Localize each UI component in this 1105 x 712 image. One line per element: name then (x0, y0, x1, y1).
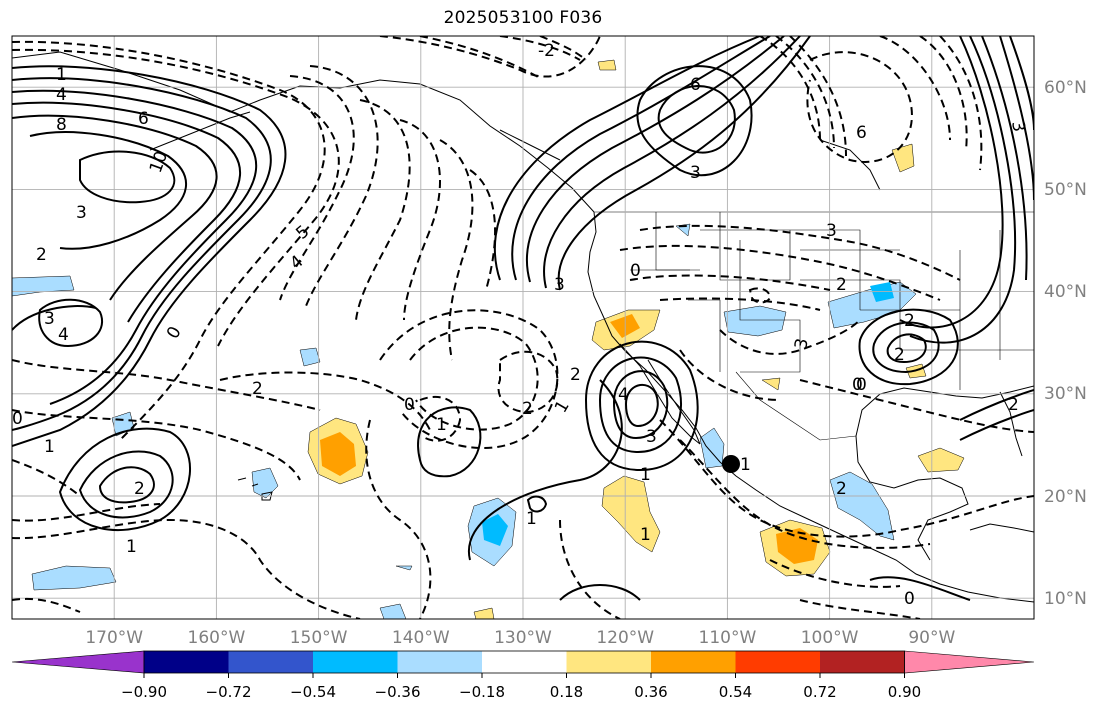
contour-label: 2 (894, 345, 905, 365)
contour-label: 3 (1007, 119, 1029, 133)
negative-anomaly-shading (12, 223, 917, 619)
lat-tick-label: 60°N (1044, 78, 1087, 98)
colorbar-segment (228, 651, 313, 673)
lon-tick-label: 160°W (188, 628, 246, 648)
contour-label: 3 (44, 309, 55, 329)
contour-label: 0 (404, 395, 415, 415)
colorbar-segment (313, 651, 398, 673)
colorbar-tick-label: 0.36 (634, 683, 667, 701)
contour-label: 2 (134, 479, 145, 499)
colorbar-over-arrow (904, 650, 1035, 674)
colorbar: −0.90 −0.72 −0.54 −0.36 −0.18 0.18 0.36 … (11, 650, 1035, 701)
contour-label: 1 (436, 415, 447, 435)
lat-tick-label: 50°N (1044, 180, 1087, 200)
lon-tick-label: 110°W (699, 628, 757, 648)
colorbar-outline (143, 650, 905, 674)
lat-tick-label: 10°N (1044, 589, 1087, 609)
contour-label: 1 (740, 455, 751, 475)
lat-tick-label: 20°N (1044, 487, 1087, 507)
colorbar-segment (735, 651, 820, 673)
colorbar-segment (397, 651, 482, 673)
contour-label: 8 (56, 115, 67, 135)
location-marker (722, 455, 740, 473)
lon-tick-label: 130°W (494, 628, 552, 648)
positive-contours (12, 36, 1034, 601)
contour-label: 2 (36, 245, 47, 265)
negative-contours (12, 36, 1034, 619)
contour-label: 0 (12, 409, 23, 429)
contour-label: 2 (836, 275, 847, 295)
map-title: 2025053100 F036 (443, 8, 603, 28)
contour-label: 4 (56, 85, 67, 105)
colorbar-tick-label: −0.36 (375, 683, 421, 701)
contour-label: 6 (690, 75, 701, 95)
contour-label: 1 (126, 537, 137, 557)
colorbar-segment (820, 651, 905, 673)
colorbar-tick-label: −0.54 (290, 683, 336, 701)
lon-tick-label: 100°W (801, 628, 859, 648)
longitude-labels: 170°W 160°W 150°W 140°W 130°W 120°W 110°… (85, 628, 955, 648)
contour-label: 2 (252, 379, 263, 399)
colorbar-tick-label: 0.54 (719, 683, 752, 701)
colorbar-segment (651, 651, 736, 673)
contour-label: 1 (526, 509, 537, 529)
solid-contour-labels: 1 4 8 6 1 0 3 2 3 4 6 3 3 4 3 2 1 6 3 2 1… (36, 65, 1029, 545)
contour-label: 1 (44, 437, 55, 457)
colorbar-tick-label: 0.90 (888, 683, 921, 701)
lon-tick-label: 150°W (290, 628, 348, 648)
contour-label: 1 (640, 525, 651, 545)
latitude-labels: 60°N 50°N 40°N 30°N 20°N 10°N (1044, 78, 1087, 609)
contour-label: 2 (904, 311, 915, 331)
contour-label: -2 (538, 41, 555, 61)
colorbar-segment (566, 651, 651, 673)
colorbar-segment (482, 651, 567, 673)
contour-label: 3 (791, 337, 813, 351)
colorbar-tick-label: 0.72 (803, 683, 836, 701)
lat-tick-label: 40°N (1044, 282, 1087, 302)
contour-label: 3 (76, 203, 87, 223)
contour-label: 0 (852, 375, 863, 395)
contour-label: 6 (856, 123, 867, 143)
contour-label: 0 (630, 261, 641, 281)
contour-label: 2 (1008, 395, 1019, 415)
contour-label: 4 (618, 385, 629, 405)
colorbar-tick-label: −0.90 (121, 683, 167, 701)
contour-label: 3 (690, 163, 701, 183)
colorbar-tick-label: 0.18 (550, 683, 583, 701)
contour-label: 1 (640, 465, 651, 485)
lon-tick-label: 170°W (85, 628, 143, 648)
lon-tick-label: 120°W (596, 628, 654, 648)
colorbar-segment (144, 651, 229, 673)
colorbar-under-arrow (11, 650, 145, 674)
colorbar-tick-label: −0.72 (206, 683, 252, 701)
map-frame (11, 35, 1035, 620)
contour-label: 2 (570, 365, 581, 385)
contour-label: 0 (904, 589, 915, 609)
contour-label: 3 (554, 275, 565, 295)
lon-tick-label: 140°W (392, 628, 450, 648)
political-borders (594, 211, 1034, 441)
contour-label: 6 (138, 109, 149, 129)
contour-label: 0 (856, 375, 867, 395)
colorbar-tick-label: −0.18 (459, 683, 505, 701)
contour-label: 1 (56, 65, 67, 85)
contour-label: 3 (826, 221, 837, 241)
contour-label: 3 (646, 427, 657, 447)
contour-label: 2 (522, 399, 533, 419)
contour-label: 4 (58, 325, 69, 345)
contour-label: 2 (836, 479, 847, 499)
lon-tick-label: 90°W (908, 628, 955, 648)
lat-tick-label: 30°N (1044, 384, 1087, 404)
strong-positive-anomaly-shading (320, 314, 818, 564)
